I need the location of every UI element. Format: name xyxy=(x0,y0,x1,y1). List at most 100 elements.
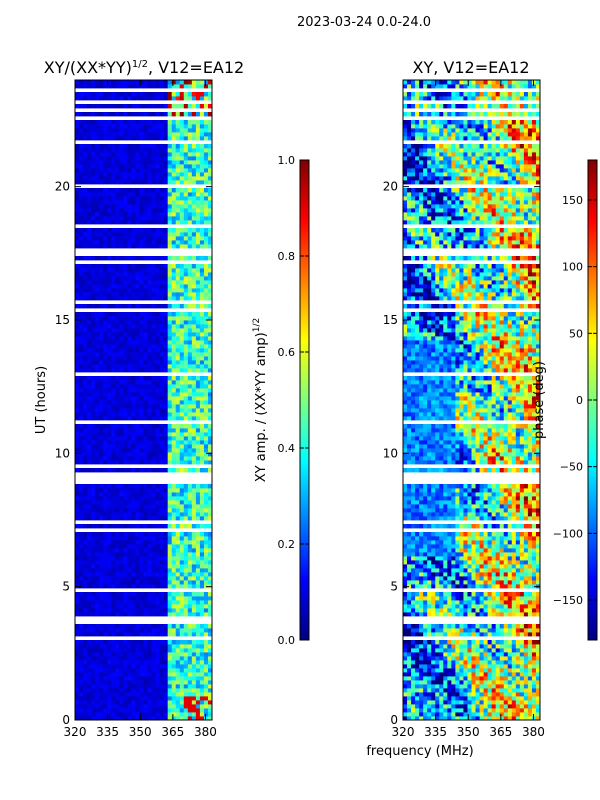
heatmap-cell xyxy=(191,664,197,669)
heatmap-cell xyxy=(99,324,104,329)
heatmap-cell xyxy=(191,580,197,585)
heatmap-cell xyxy=(139,380,144,385)
heatmap-cell xyxy=(119,376,124,381)
heatmap-cell xyxy=(195,412,201,417)
heatmap-cell xyxy=(99,556,104,561)
heatmap-cell xyxy=(159,668,165,673)
heatmap-cell xyxy=(203,564,209,569)
heatmap-cell xyxy=(111,192,116,197)
heatmap-cell xyxy=(119,360,124,365)
heatmap-cell xyxy=(139,524,144,529)
heatmap-cell xyxy=(123,656,128,661)
heatmap-cell xyxy=(115,492,120,497)
heatmap-cell xyxy=(115,208,120,213)
heatmap-cell xyxy=(423,712,428,717)
heatmap-cell xyxy=(75,660,80,665)
heatmap-cell xyxy=(203,148,209,153)
heatmap-cell xyxy=(183,692,189,697)
heatmap-cell xyxy=(123,692,128,697)
heatmap-cell xyxy=(411,704,416,709)
heatmap-cell xyxy=(127,660,132,665)
heatmap-cell xyxy=(123,196,128,201)
heatmap-cell xyxy=(87,180,92,185)
heatmap-cell xyxy=(75,576,80,581)
heatmap-cell xyxy=(195,624,201,629)
heatmap-cell xyxy=(183,624,189,629)
heatmap-cell xyxy=(511,700,517,705)
heatmap-cell xyxy=(167,716,173,721)
heatmap-cell xyxy=(203,424,209,429)
heatmap-cell xyxy=(95,368,100,373)
heatmap-cell xyxy=(191,216,197,221)
heatmap-cell xyxy=(451,696,456,701)
heatmap-cell xyxy=(75,236,80,241)
heatmap-cell xyxy=(195,652,201,657)
heatmap-cell xyxy=(107,104,112,109)
heatmap-cell xyxy=(183,348,189,353)
heatmap-cell xyxy=(91,144,96,149)
heatmap-cell xyxy=(167,276,173,281)
heatmap-cell xyxy=(195,576,201,581)
heatmap-cell xyxy=(143,436,149,441)
heatmap-cell xyxy=(115,384,120,389)
heatmap-cell xyxy=(131,132,136,137)
heatmap-cell xyxy=(139,120,144,125)
heatmap-cell xyxy=(75,284,80,289)
heatmap-cell xyxy=(159,552,165,557)
heatmap-cell xyxy=(139,488,144,493)
heatmap-cell xyxy=(103,172,108,177)
heatmap-cell xyxy=(127,192,132,197)
heatmap-cell xyxy=(499,712,505,717)
heatmap-cell xyxy=(107,168,112,173)
heatmap-cell xyxy=(79,504,84,509)
heatmap-cell xyxy=(203,580,209,585)
heatmap-cell xyxy=(135,168,140,173)
heatmap-cell xyxy=(183,192,189,197)
heatmap-cell xyxy=(199,400,205,405)
heatmap-cell xyxy=(147,496,153,501)
heatmap-cell xyxy=(143,228,149,233)
heatmap-cell xyxy=(111,160,116,165)
heatmap-cell xyxy=(191,596,197,601)
heatmap-cell xyxy=(147,240,153,245)
heatmap-cell xyxy=(199,272,205,277)
heatmap-cell xyxy=(183,564,189,569)
heatmap-cell xyxy=(155,216,161,221)
heatmap-cell xyxy=(167,196,173,201)
heatmap-cell xyxy=(187,444,193,449)
heatmap-cell xyxy=(87,256,92,261)
heatmap-cell xyxy=(135,112,140,117)
heatmap-cell xyxy=(199,148,205,153)
heatmap-cell xyxy=(127,500,132,505)
heatmap-cell xyxy=(119,136,124,141)
heatmap-cell xyxy=(171,284,177,289)
heatmap-cell xyxy=(75,264,80,269)
heatmap-cell xyxy=(131,492,136,497)
heatmap-cell xyxy=(147,344,153,349)
heatmap-cell xyxy=(175,256,181,261)
heatmap-cell xyxy=(131,256,136,261)
heatmap-cell xyxy=(139,208,144,213)
heatmap-cell xyxy=(155,288,161,293)
heatmap-cell xyxy=(99,356,104,361)
heatmap-cell xyxy=(199,380,205,385)
heatmap-cell xyxy=(147,540,153,545)
heatmap-cell xyxy=(115,96,120,101)
heatmap-cell xyxy=(83,408,88,413)
heatmap-cell xyxy=(159,640,165,645)
heatmap-cell xyxy=(95,312,100,317)
heatmap-cell xyxy=(95,324,100,329)
heatmap-cell xyxy=(75,84,80,89)
heatmap-cell xyxy=(139,236,144,241)
heatmap-cell xyxy=(147,96,153,101)
heatmap-cell xyxy=(499,696,505,701)
heatmap-cell xyxy=(151,508,157,513)
heatmap-cell xyxy=(87,500,92,505)
flagged-row xyxy=(75,480,212,484)
heatmap-cell xyxy=(135,704,140,709)
heatmap-cell xyxy=(159,188,165,193)
heatmap-cell xyxy=(519,716,525,721)
heatmap-cell xyxy=(119,288,124,293)
heatmap-cell xyxy=(127,96,132,101)
heatmap-cell xyxy=(171,332,177,337)
